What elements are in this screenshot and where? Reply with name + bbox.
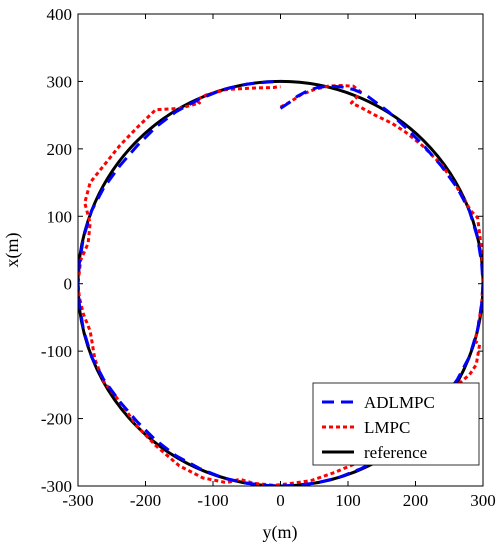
series-line-reference xyxy=(78,79,483,486)
x-tick-label: 300 xyxy=(470,491,496,510)
x-tick-label: 100 xyxy=(335,491,361,510)
series-line-lmpc xyxy=(78,83,483,486)
y-tick-label: 200 xyxy=(47,140,73,159)
legend: ADLMPC LMPC reference xyxy=(312,382,480,466)
x-axis-label: y(m) xyxy=(263,522,298,543)
legend-label-reference: reference xyxy=(364,443,427,462)
x-tick-label: -100 xyxy=(197,491,228,510)
y-tick-label: -100 xyxy=(41,342,72,361)
y-tick-label: 0 xyxy=(64,275,73,294)
y-tick-label: 100 xyxy=(47,207,73,226)
x-tick-label: -200 xyxy=(130,491,161,510)
series-line-adlmpc xyxy=(78,79,483,486)
y-axis-label: x(m) xyxy=(2,233,23,268)
y-tick-label: 300 xyxy=(47,72,73,91)
legend-label-lmpc: LMPC xyxy=(364,418,410,437)
x-tick-label: 0 xyxy=(276,491,285,510)
y-tick-label: 400 xyxy=(47,5,73,24)
x-tick-label: 200 xyxy=(403,491,429,510)
x-tick-label: -300 xyxy=(62,491,93,510)
y-tick-label: -200 xyxy=(41,410,72,429)
legend-label-adlmpc: ADLMPC xyxy=(364,393,435,412)
y-tick-label: -300 xyxy=(41,477,72,496)
